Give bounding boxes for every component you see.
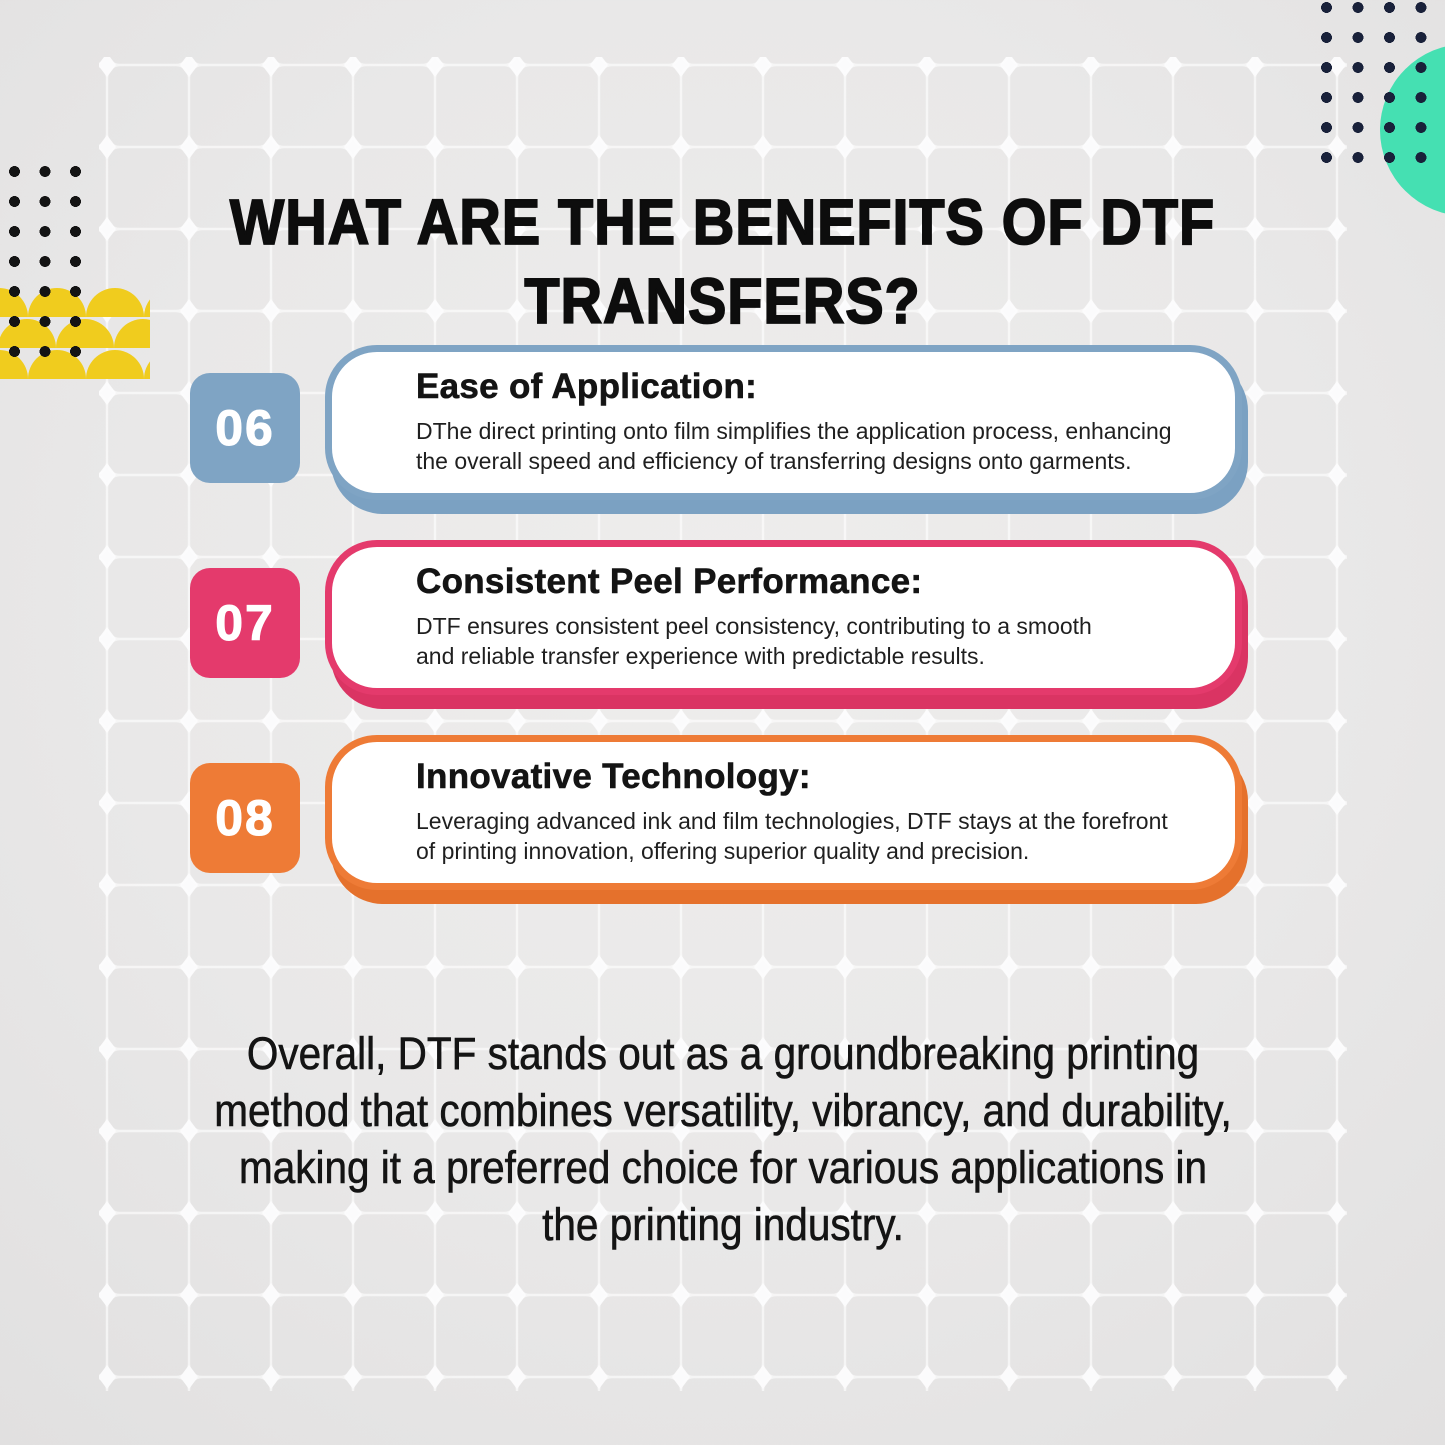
- page-title-line2: TRANSFERS?: [524, 264, 921, 338]
- summary-line: method that combines versatility, vibran…: [213, 1085, 1232, 1137]
- benefit-description-line: of printing innovation, offering superio…: [416, 838, 1030, 864]
- benefit-item-08: 08 Innovative Technology: Leveraging adv…: [190, 735, 1250, 890]
- benefit-card: Consistent Peel Performance: DTF ensures…: [325, 540, 1242, 695]
- benefit-title: Ease of Application:: [416, 367, 758, 407]
- benefit-number-badge: 08: [190, 763, 300, 873]
- summary-line: Overall, DTF stands out as a groundbreak…: [246, 1028, 1199, 1080]
- benefit-description-line: the overall speed and efficiency of tran…: [416, 448, 1132, 474]
- benefit-number-badge: 06: [190, 373, 300, 483]
- summary-paragraph: Overall, DTF stands out as a groundbreak…: [73, 1025, 1373, 1253]
- benefit-item-07: 07 Consistent Peel Performance: DTF ensu…: [190, 540, 1250, 695]
- navy-dot-grid-decoration: [1321, 2, 1433, 167]
- benefit-card: Ease of Application: DThe direct printin…: [325, 345, 1242, 500]
- benefit-card: Innovative Technology: Leveraging advanc…: [325, 735, 1242, 890]
- benefits-list: 06 Ease of Application: DThe direct prin…: [190, 345, 1250, 930]
- benefit-description: Leveraging advanced ink and film technol…: [416, 806, 1215, 866]
- benefit-number-badge: 07: [190, 568, 300, 678]
- benefit-description-line: DThe direct printing onto film simplifie…: [416, 418, 1172, 444]
- benefit-title: Innovative Technology:: [416, 757, 811, 797]
- summary-line: the printing industry.: [541, 1199, 904, 1251]
- benefit-description: DThe direct printing onto film simplifie…: [416, 416, 1215, 476]
- page-title-line1: WHAT ARE THE BENEFITS OF DTF: [229, 185, 1216, 259]
- benefit-description: DTF ensures consistent peel consistency,…: [416, 611, 1215, 671]
- black-dot-grid-decoration: [9, 166, 88, 361]
- benefit-item-06: 06 Ease of Application: DThe direct prin…: [190, 345, 1250, 500]
- summary-line: making it a preferred choice for various…: [238, 1142, 1207, 1194]
- benefit-description-line: Leveraging advanced ink and film technol…: [416, 808, 1168, 834]
- page-title: WHAT ARE THE BENEFITS OF DTF TRANSFERS?: [0, 183, 1445, 341]
- benefit-description-line: DTF ensures consistent peel consistency,…: [416, 613, 1092, 639]
- benefit-title: Consistent Peel Performance:: [416, 562, 923, 602]
- benefit-description-line: and reliable transfer experience with pr…: [416, 643, 985, 669]
